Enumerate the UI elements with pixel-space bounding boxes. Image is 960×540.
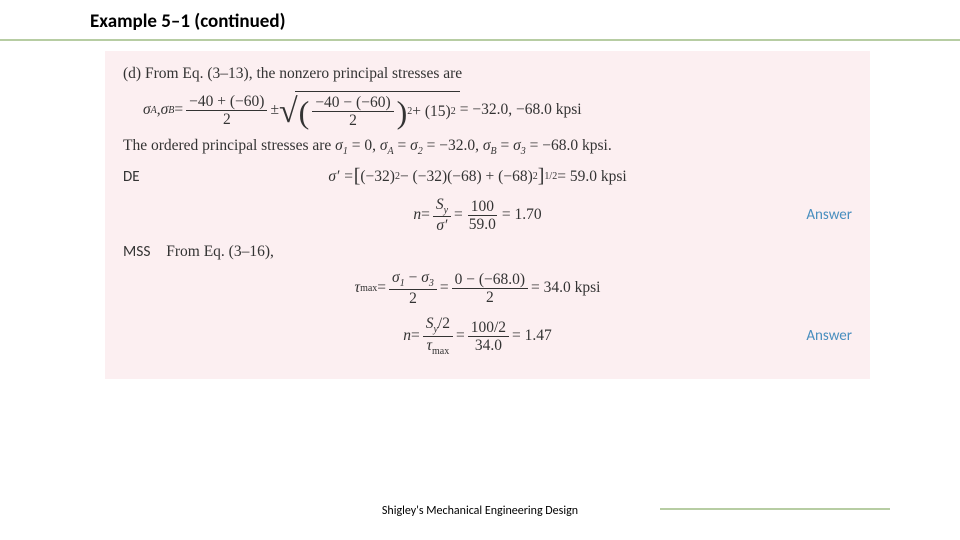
ord-s1: σ	[335, 137, 343, 154]
mss-tau-f2n: 0 − (−68.0)	[452, 271, 528, 289]
part-d-intro: (d) From Eq. (3–13), the nonzero princip…	[123, 65, 852, 83]
mss-n-f2d: 34.0	[472, 337, 505, 354]
eq1-sigmaA: σ	[143, 101, 151, 119]
mss-tau-f2d: 2	[483, 289, 497, 306]
de-n-frac1: Sy σ′	[433, 196, 451, 234]
mss-tau-val: = 34.0 kpsi	[531, 279, 600, 297]
eq1-equals: =	[174, 101, 183, 119]
de-rbr: ]	[538, 165, 545, 188]
mss-tau-body: τmax = σ1 − σ3 2 = 0 − (−68.0) 2 = 34.0 …	[163, 269, 792, 307]
ord-sBeq: =	[497, 137, 514, 154]
part-d-intro-text: (d) From Eq. (3–13), the nonzero princip…	[123, 65, 462, 82]
de-answer: Answer	[792, 206, 852, 224]
de-label: DE	[123, 168, 163, 186]
de-n-row: n = Sy σ′ = 100 59.0 = 1.70 Answer	[123, 196, 852, 234]
mss-answer: Answer	[792, 327, 852, 345]
mss-tau-eq: =	[377, 279, 386, 297]
mss-n-n: n	[403, 327, 411, 345]
footer-accent-line	[660, 508, 890, 510]
mss-n-eq: =	[411, 327, 420, 345]
slide-header: Example 5–1 (continued)	[0, 0, 960, 41]
de-mid: − (−32)(−68) + (−68)	[400, 168, 533, 186]
eq1-body: σA, σB = −40 + (−60) 2 ± √ ( −40 − (−60)…	[123, 91, 852, 129]
eq1-inner-den: 2	[346, 112, 360, 129]
de-n-eq2: =	[454, 206, 463, 224]
mss-tau-row: τmax = σ1 − σ3 2 = 0 − (−68.0) 2 = 34.0 …	[123, 269, 852, 307]
ordered-pre: The ordered principal stresses are	[123, 137, 335, 154]
eq1-frac1: −40 + (−60) 2	[186, 93, 267, 128]
eq1-sigmaB: σ	[161, 101, 169, 119]
de-n-f2n: 100	[468, 198, 497, 216]
ord-s3: σ	[513, 137, 521, 154]
de-n-f1d: σ′	[433, 217, 450, 234]
de-n-val: = 1.70	[502, 206, 542, 224]
ord-s2val: = −32.0,	[423, 137, 483, 154]
mss-n-frac2: 100/2 34.0	[468, 319, 509, 354]
ord-s2: σ	[410, 137, 418, 154]
ordered-principal-line: The ordered principal stresses are σ1 = …	[123, 137, 852, 157]
mss-n-f2n: 100/2	[468, 319, 509, 337]
mss-tau-frac1: σ1 − σ3 2	[389, 269, 437, 307]
eq1-inner-paren: ( −40 − (−60) 2 )	[299, 94, 408, 129]
de-n-f2d: 59.0	[466, 216, 499, 233]
ord-sAeq: =	[394, 137, 411, 154]
mss-tau-frac2: 0 − (−68.0) 2	[452, 271, 528, 306]
mss-intro-text: From Eq. (3–16),	[166, 243, 274, 260]
de-t1: (−32)	[360, 168, 395, 186]
de-n-f1n: Sy	[433, 196, 451, 217]
de-row: DE σ′ = [(−32)2 − (−32)(−68) + (−68)2]1/…	[123, 165, 852, 188]
mss-n-f1d: τmax	[423, 337, 452, 357]
ord-s1val: = 0,	[348, 137, 380, 154]
eq1-frac1-num: −40 + (−60)	[186, 93, 267, 111]
mss-n-val: = 1.47	[512, 327, 552, 345]
eq1-sqrt-body: ( −40 − (−60) 2 ) 2 + (15)2	[295, 91, 460, 129]
ord-sB: σ	[483, 137, 491, 154]
eq1-sqrt: √ ( −40 − (−60) 2 ) 2 + (15)2	[279, 91, 460, 129]
content-box: (d) From Eq. (3–13), the nonzero princip…	[105, 51, 870, 379]
ord-s3val: = −68.0 kpsi.	[526, 137, 612, 154]
eq-principal-stresses: σA, σB = −40 + (−60) 2 ± √ ( −40 − (−60)…	[123, 91, 852, 129]
mss-n-f1n: Sy/2	[423, 315, 453, 336]
eq1-frac1-den: 2	[220, 111, 234, 128]
de-n-n: n	[413, 206, 421, 224]
mss-tau-f1d: 2	[406, 290, 420, 307]
mss-tau-f1n: σ1 − σ3	[389, 269, 437, 290]
mss-label: MSS	[123, 242, 151, 261]
de-sigmaprime: σ′ =	[328, 168, 353, 186]
de-n-body: n = Sy σ′ = 100 59.0 = 1.70	[163, 196, 792, 234]
eq1-sq2: 2	[451, 106, 456, 117]
mss-n-body: n = Sy/2 τmax = 100/2 34.0 = 1.47	[163, 315, 792, 356]
mss-tau-eq2: =	[440, 279, 449, 297]
slide-title: Example 5–1 (continued)	[90, 10, 285, 33]
eq1-inner-num: −40 − (−60)	[312, 94, 393, 112]
de-n-frac2: 100 59.0	[466, 198, 499, 233]
mss-n-eq2: =	[456, 327, 465, 345]
mss-intro: MSS From Eq. (3–16),	[123, 242, 852, 261]
eq1-plus15: + (15)	[412, 103, 450, 121]
mss-n-frac1: Sy/2 τmax	[423, 315, 453, 356]
de-half: 1/2	[544, 171, 557, 182]
de-lbr: [	[354, 165, 361, 188]
rparen: )	[397, 96, 408, 128]
mss-tausub: max	[360, 283, 377, 294]
de-result: = 59.0 kpsi	[557, 168, 626, 186]
footer-text: Shigley's Mechanical Engineering Design	[0, 504, 960, 518]
de-n-eq: =	[421, 206, 430, 224]
eq1-pm: ±	[270, 101, 279, 119]
de-body: σ′ = [(−32)2 − (−32)(−68) + (−68)2]1/2 =…	[163, 165, 792, 188]
mss-n-row: n = Sy/2 τmax = 100/2 34.0 = 1.47 Answer	[123, 315, 852, 356]
eq1-inner-frac: −40 − (−60) 2	[312, 94, 393, 129]
eq1-result: = −32.0, −68.0 kpsi	[460, 101, 582, 119]
lparen: (	[299, 96, 310, 128]
